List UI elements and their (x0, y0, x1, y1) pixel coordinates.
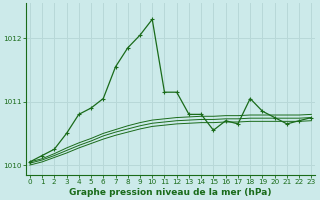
X-axis label: Graphe pression niveau de la mer (hPa): Graphe pression niveau de la mer (hPa) (69, 188, 272, 197)
